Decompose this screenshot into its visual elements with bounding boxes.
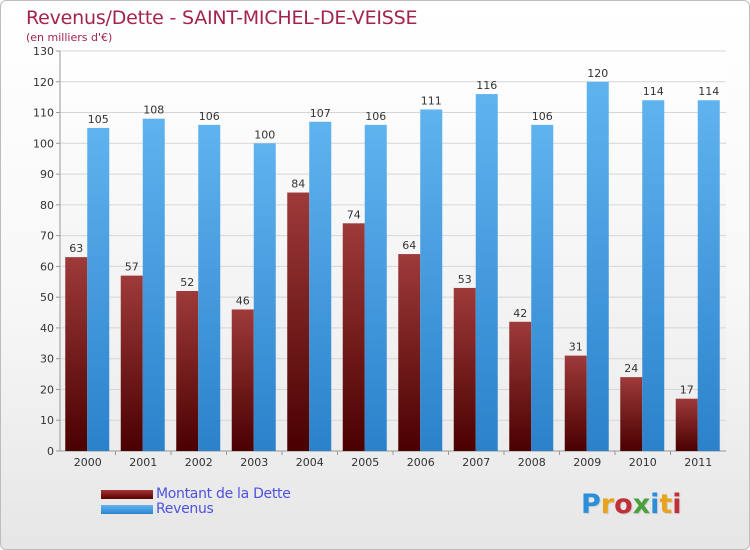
revenus-bar xyxy=(142,118,165,451)
y-tick-label: 60 xyxy=(40,260,54,273)
plot-area xyxy=(60,51,726,451)
y-tick-label: 70 xyxy=(40,230,54,243)
logo-letter: i xyxy=(650,489,660,520)
y-tick-label: 10 xyxy=(40,414,54,427)
debt-bar xyxy=(509,321,532,451)
revenus-bar-value-label: 114 xyxy=(698,85,719,98)
debt-bar xyxy=(398,254,421,451)
y-tick-label: 40 xyxy=(40,322,54,335)
debt-bar-value-label: 74 xyxy=(347,208,361,221)
revenus-bar-value-label: 116 xyxy=(476,79,497,92)
logo-letter: i xyxy=(672,489,682,520)
x-tick-label: 2000 xyxy=(74,456,102,469)
x-tick-label: 2011 xyxy=(684,456,712,469)
revenus-bar-value-label: 106 xyxy=(365,110,386,123)
revenus-bar-value-label: 106 xyxy=(199,110,220,123)
chart-subtitle: (en milliers d'€) xyxy=(26,31,113,44)
debt-bar xyxy=(65,257,88,451)
x-tick-label: 2007 xyxy=(462,456,490,469)
revenus-bar xyxy=(309,121,332,452)
y-tick-label: 20 xyxy=(40,383,54,396)
x-tick-label: 2009 xyxy=(573,456,601,469)
y-tick-label: 110 xyxy=(33,107,54,120)
revenus-bar-value-label: 106 xyxy=(532,110,553,123)
x-tick-label: 2001 xyxy=(129,456,157,469)
revenus-bar-value-label: 111 xyxy=(421,94,442,107)
x-tick-label: 2010 xyxy=(629,456,657,469)
debt-bar-value-label: 84 xyxy=(291,178,305,191)
debt-bar xyxy=(564,355,587,451)
logo-letter: r xyxy=(600,489,615,520)
chart-title: Revenus/Dette - SAINT-MICHEL-DE-VEISSE xyxy=(26,7,418,29)
y-tick-label: 120 xyxy=(33,76,54,89)
x-tick-label: 2005 xyxy=(351,456,379,469)
logo-letter: t xyxy=(659,489,673,520)
y-tick-label: 80 xyxy=(40,199,54,212)
y-tick-label: 30 xyxy=(40,353,54,366)
debt-bar xyxy=(287,192,310,452)
revenus-bar xyxy=(586,81,609,452)
revenus-bar-value-label: 114 xyxy=(643,85,664,98)
debt-bar-value-label: 57 xyxy=(125,261,139,274)
revenus-bar xyxy=(87,127,110,451)
revenus-bar xyxy=(253,143,276,452)
x-tick-label: 2002 xyxy=(185,456,213,469)
proxiti-logo: Proxiti xyxy=(581,489,682,520)
debt-bar xyxy=(675,398,698,451)
x-tick-label: 2003 xyxy=(240,456,268,469)
revenus-bar xyxy=(642,100,665,451)
legend-swatch-revenus xyxy=(101,505,153,514)
debt-bar xyxy=(453,287,476,451)
y-tick-label: 50 xyxy=(40,291,54,304)
debt-bar xyxy=(342,223,365,451)
y-tick-label: 100 xyxy=(33,137,54,150)
y-tick-label: 90 xyxy=(40,168,54,181)
revenus-bar-value-label: 120 xyxy=(587,67,608,80)
debt-bar xyxy=(120,275,143,451)
debt-bar-value-label: 31 xyxy=(569,341,583,354)
x-tick-label: 2008 xyxy=(518,456,546,469)
logo-letter: x xyxy=(632,489,651,520)
revenus-bar-value-label: 107 xyxy=(310,107,331,120)
revenus-bar xyxy=(697,100,720,451)
legend-swatch-debt xyxy=(101,490,153,499)
debt-bar-value-label: 46 xyxy=(236,294,250,307)
x-tick-label: 2004 xyxy=(296,456,324,469)
revenus-bar xyxy=(475,94,498,452)
logo-letter: P xyxy=(581,489,601,520)
debt-bar-value-label: 42 xyxy=(513,307,527,320)
debt-bar-value-label: 52 xyxy=(180,276,194,289)
revenus-bar-value-label: 105 xyxy=(88,113,109,126)
x-tick-label: 2006 xyxy=(407,456,435,469)
revenus-bar xyxy=(364,124,387,451)
revenus-bar xyxy=(198,124,221,451)
debt-bar-value-label: 53 xyxy=(458,273,472,286)
debt-bar-value-label: 64 xyxy=(402,239,416,252)
debt-bar-value-label: 17 xyxy=(680,384,694,397)
legend-label-revenus: Revenus xyxy=(156,501,214,517)
debt-bar-value-label: 24 xyxy=(624,362,638,375)
debt-bar xyxy=(176,291,199,451)
revenus-bar-value-label: 108 xyxy=(143,104,164,117)
revenus-bar-value-label: 100 xyxy=(254,128,275,141)
logo-letter: o xyxy=(614,489,633,520)
debt-bar-value-label: 63 xyxy=(69,242,83,255)
revenus-bar xyxy=(531,124,554,451)
debt-bar xyxy=(620,377,643,451)
debt-bar xyxy=(231,309,254,451)
revenus-bar xyxy=(420,109,443,451)
legend-label-debt: Montant de la Dette xyxy=(156,486,291,502)
y-tick-label: 0 xyxy=(47,445,54,458)
y-tick-label: 130 xyxy=(33,45,54,58)
